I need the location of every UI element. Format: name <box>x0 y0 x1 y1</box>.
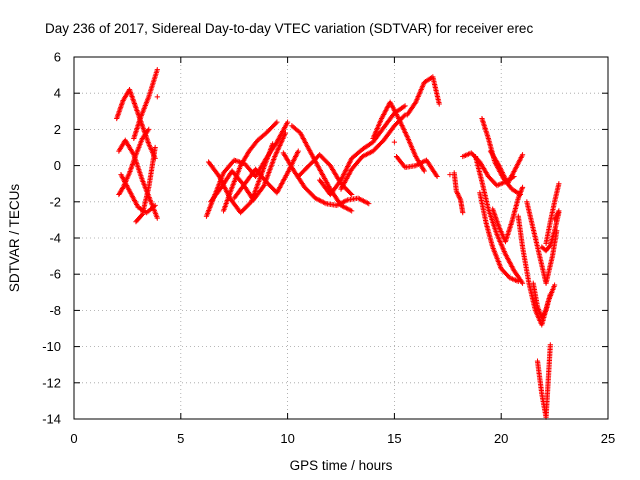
chart-title: Day 236 of 2017, Sidereal Day-to-day VTE… <box>45 21 533 36</box>
data-point <box>519 280 526 286</box>
data-point <box>282 130 289 136</box>
data-point <box>154 215 160 221</box>
series-arc-11 <box>231 148 301 201</box>
data-point <box>515 278 521 285</box>
series-arc-28 <box>524 199 560 286</box>
data-point <box>519 184 526 190</box>
series-arc-13 <box>289 123 355 214</box>
data-point <box>119 185 126 192</box>
tick-labels: 0 5 10 15 20 25 -14 -12 -10 -8 -6 -4 -2 0 2 4 6 <box>42 50 615 447</box>
series-arc-22 <box>472 153 526 286</box>
series-arc-16 <box>338 112 408 192</box>
data-point <box>436 101 442 107</box>
y-tick-label: -6 <box>49 267 61 282</box>
data-point <box>519 152 526 158</box>
y-tick-label: -4 <box>49 231 61 246</box>
data-point <box>547 291 553 297</box>
data-point <box>421 168 427 174</box>
series-arc-26 <box>490 184 526 245</box>
series-isolated <box>154 94 453 178</box>
data-point <box>401 113 407 119</box>
series-arc-20 <box>451 170 466 216</box>
series-arc-17 <box>370 99 427 174</box>
series-arc-23 <box>477 190 521 285</box>
series-arc-33 <box>552 208 562 223</box>
data-point <box>401 104 407 110</box>
data-point <box>274 119 280 125</box>
series-arc-12 <box>280 150 372 209</box>
data-point <box>401 163 407 169</box>
x-tick-label: 25 <box>601 431 615 446</box>
x-tick-label: 20 <box>494 431 508 446</box>
tick-marks <box>73 56 609 420</box>
series-arc-02 <box>116 137 160 221</box>
data-point <box>556 208 562 214</box>
data-point <box>154 67 160 73</box>
x-tick-label: 10 <box>280 431 294 446</box>
series-arc-32 <box>543 181 562 247</box>
series-arc-06 <box>133 144 158 225</box>
series-arc-10 <box>220 119 280 214</box>
data-point <box>260 184 266 190</box>
data-point <box>542 309 548 315</box>
data-point <box>460 210 466 216</box>
data-point <box>270 141 276 147</box>
y-tick-label: -10 <box>42 339 61 354</box>
data-point <box>151 203 157 210</box>
data-point <box>547 342 553 348</box>
series-arc-05 <box>131 67 160 142</box>
y-tick-label: 4 <box>54 86 61 101</box>
data-point <box>391 139 397 145</box>
data-point <box>152 202 158 209</box>
x-axis-label: GPS time / hours <box>290 458 393 473</box>
y-tick-label: -14 <box>42 412 61 427</box>
data-point <box>366 201 372 207</box>
data-point <box>349 191 355 198</box>
data-point <box>434 173 440 180</box>
series-arc-15 <box>317 103 408 198</box>
data-point <box>402 103 408 109</box>
data-point <box>154 94 160 100</box>
data-point <box>447 172 453 178</box>
x-tick-label: 5 <box>177 431 184 446</box>
series-arc-29 <box>530 280 553 321</box>
series-arc-31 <box>539 210 562 254</box>
y-axis-label: SDTVAR / TECUs <box>7 184 22 293</box>
x-tick-label: 15 <box>387 431 401 446</box>
y-tick-label: -12 <box>42 375 61 390</box>
series-arc-03 <box>116 126 152 198</box>
data-point <box>552 282 558 288</box>
data-point <box>349 208 355 214</box>
data-point <box>152 144 158 151</box>
grid-lines <box>74 57 608 419</box>
y-tick-label: -8 <box>49 303 61 318</box>
data-point <box>146 126 152 132</box>
data-point <box>295 148 301 154</box>
data-point <box>285 119 291 125</box>
data-point <box>348 190 354 197</box>
series-arc-19 <box>404 74 442 118</box>
data-points <box>114 67 562 420</box>
series-arc-30 <box>534 342 553 420</box>
y-tick-label: 6 <box>54 50 61 65</box>
x-tick-label: 0 <box>70 431 77 446</box>
series-arc-18 <box>393 153 440 180</box>
data-point <box>273 120 279 126</box>
series-arc-21 <box>460 150 517 189</box>
series-arc-25 <box>487 148 526 187</box>
y-tick-label: 2 <box>54 122 61 137</box>
y-tick-label: -2 <box>49 194 61 209</box>
data-point <box>556 181 562 187</box>
y-tick-label: 0 <box>54 158 61 173</box>
